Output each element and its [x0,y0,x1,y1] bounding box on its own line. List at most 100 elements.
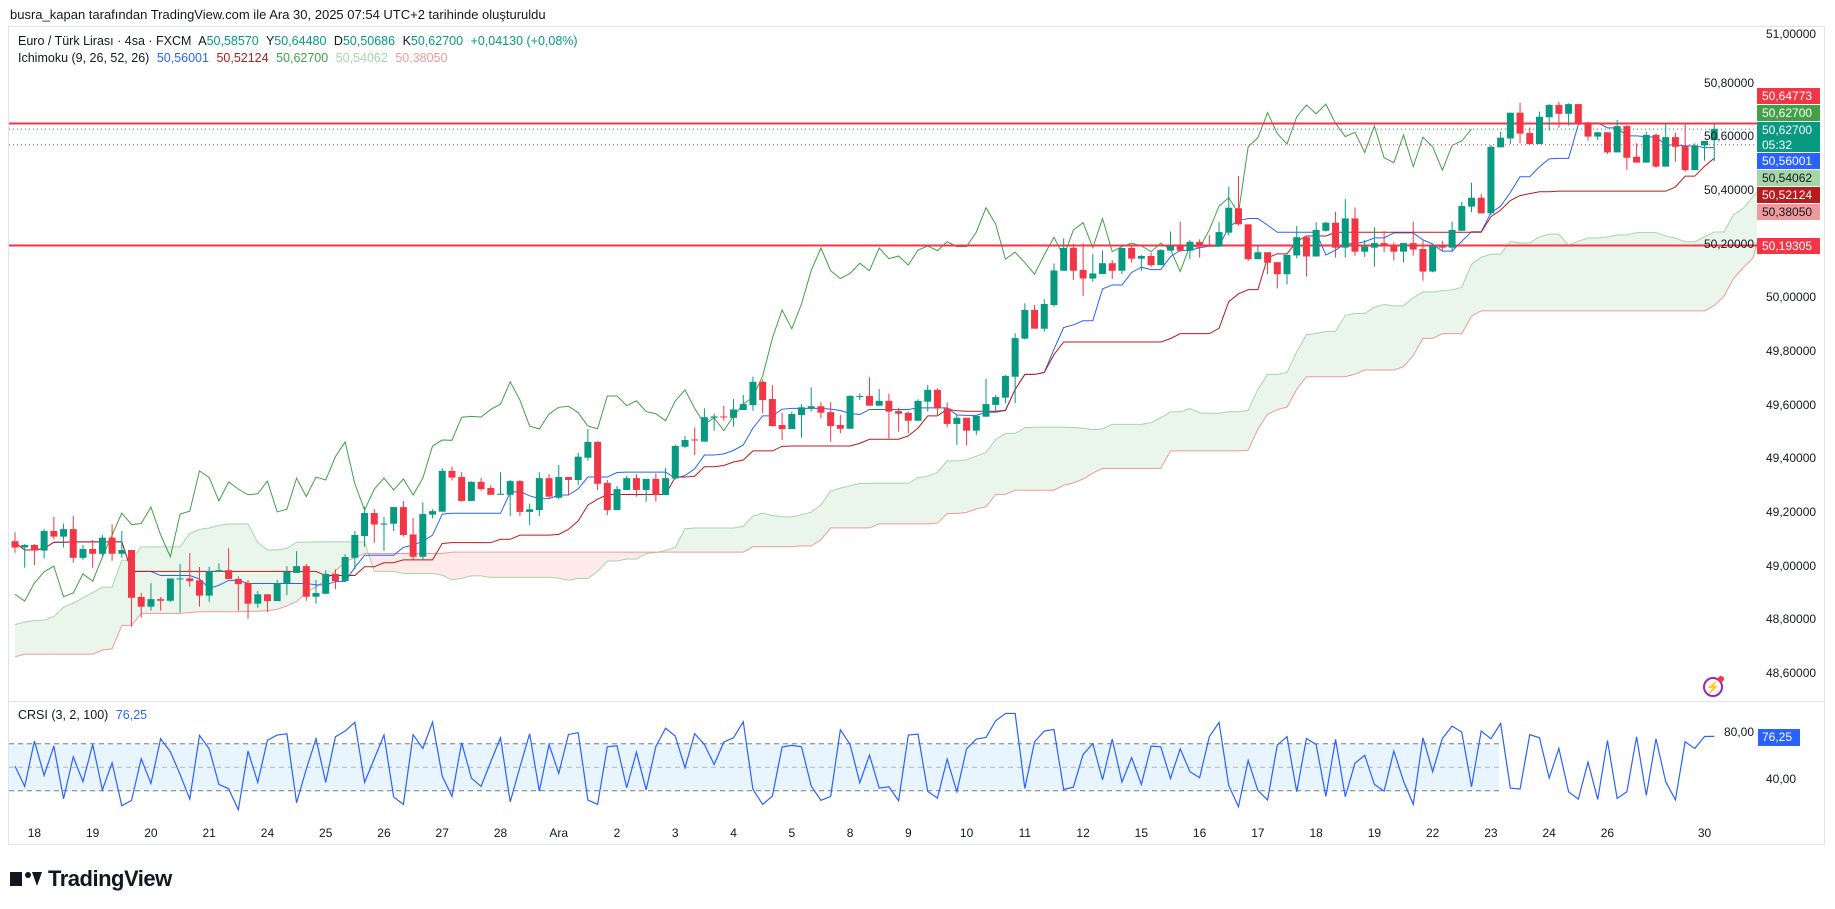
cloud-segment [694,527,705,553]
candle-body [710,416,718,418]
candle [1613,119,1621,153]
ichimoku-title[interactable]: Ichimoku (9, 26, 52, 26) [18,51,150,65]
crsi-line [14,712,1715,812]
date-tick-label: 10 [959,826,974,840]
candle-body [555,477,563,498]
logo-text: TradingView [48,866,172,891]
candle-body [283,571,291,584]
candle [1031,305,1039,329]
cloud-segment [1568,241,1579,311]
cloud-segment [1005,433,1016,495]
cloud-segment [859,483,870,528]
candle-body [497,493,504,495]
candle [302,563,310,601]
candle-body [234,579,242,585]
candle [613,485,621,511]
cloud-segment [888,483,899,524]
candle-body [1642,134,1650,163]
candle-body [875,400,883,406]
candle-body [972,415,980,431]
candle-body [1322,222,1330,231]
candle-body [526,509,534,512]
candle-body [1215,232,1223,247]
cloud-segment [1325,331,1336,377]
candle-body [1011,338,1019,377]
candle [1186,239,1194,259]
candle-body [807,406,815,409]
candle-body [1390,245,1398,252]
candle [137,592,145,618]
candle-body [1293,237,1301,256]
candle [846,394,854,429]
candle-body [351,535,359,558]
tradingview-logo[interactable]: TradingView [10,866,172,892]
candle-body [1332,222,1340,248]
pane-separator[interactable] [8,701,1825,702]
candle-body [1370,243,1378,248]
date-tick-label: 28 [493,826,508,840]
candle [1322,221,1330,232]
cloud-segment [1063,427,1074,486]
candle [798,404,806,438]
cloud-segment [1481,254,1491,311]
candle [1234,176,1242,226]
candle [662,467,670,496]
candle [836,415,844,434]
candle [1060,238,1068,271]
candle [1147,252,1155,268]
candle [147,583,155,611]
cloud-segment [617,552,627,562]
candle-body [1535,116,1543,145]
candle-body [584,441,592,458]
candle-body [467,481,475,501]
candle [1419,240,1427,281]
cloud-segment [1015,427,1025,491]
candle [681,436,689,449]
candle-body [1429,245,1437,272]
candle [730,398,738,427]
date-tick-label: 22 [1425,826,1440,840]
candle-body [652,478,660,496]
cloud-segment [927,472,938,524]
candle-body [429,511,437,515]
cloud-segment [568,552,579,581]
date-tick-label: 21 [202,826,216,840]
cloud-segment [451,552,462,580]
candle [642,478,650,502]
crsi-pane[interactable] [9,712,1715,812]
candle [1176,221,1184,252]
candle-body [865,396,873,406]
candle [283,566,291,596]
price-badge: 50,52124 [1757,187,1820,203]
cloud-segment [898,483,909,524]
candle-body [1584,122,1592,137]
candle [1603,132,1611,155]
candle [1458,201,1466,231]
candle-body [904,412,912,421]
price-axis[interactable]: 51,00000 50,80000 50,60000 50,40000 50,20000… [1690,27,1825,701]
candle [69,515,77,563]
candle-body [1205,244,1213,247]
candle [652,473,660,502]
cloud-segment [850,483,860,528]
cloud-segment [937,460,948,524]
crsi-axis[interactable]: 80,00 40,00 [1690,703,1825,821]
candle [1021,303,1029,340]
cloud-segment [490,552,501,578]
price-tick-label: 49,00000 [1766,558,1817,573]
symbol-title[interactable]: Euro / Türk Lirası · 4sa · FXCM [18,34,192,48]
cloud-segment [1714,231,1724,306]
cloud-segment [1655,232,1666,311]
candle-body [1225,207,1233,233]
candle-body [642,478,650,490]
candle-body [1701,140,1709,146]
candle-body [1497,137,1505,148]
lightning-alert-icon[interactable]: ⚡ [1703,676,1724,697]
candle-body [1448,229,1456,248]
candle-body [331,573,339,582]
cloud-segment [743,515,753,553]
crsi-title[interactable]: CRSI (3, 2, 100) [18,708,109,722]
main-pane[interactable] [9,101,1835,658]
time-axis[interactable]: 18 19 20 21 24 25 26 27 28 Ara 2 3 4 5 8 9 10 11 12 15 16 17 1… [9,826,1757,844]
